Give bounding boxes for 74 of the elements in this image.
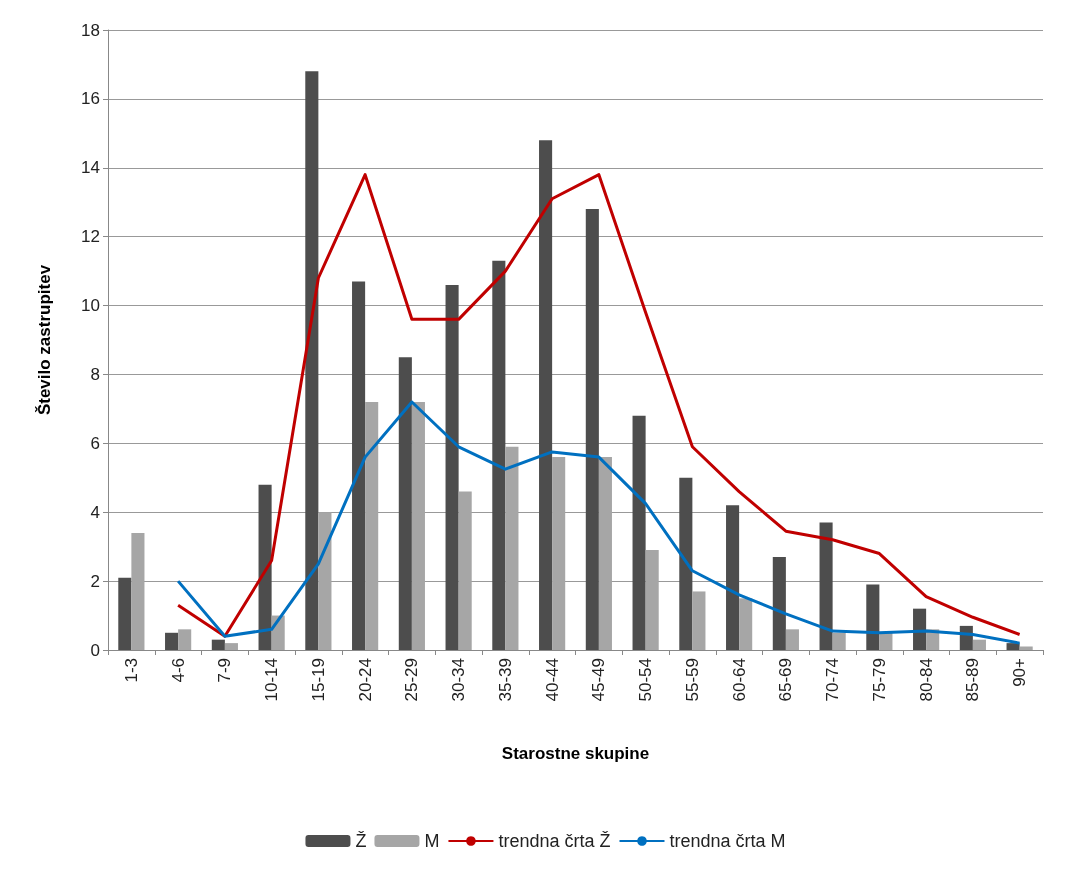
x-tick-label: 7-9 [215, 658, 235, 683]
bar [972, 639, 986, 650]
bar [352, 281, 366, 650]
y-tick-label: 16 [81, 89, 100, 109]
bar [118, 577, 132, 650]
bar [585, 209, 599, 650]
bar [224, 643, 238, 650]
y-tick-label: 4 [90, 502, 100, 522]
x-tick-label: 10-14 [262, 658, 282, 702]
bar [492, 260, 506, 650]
bar [165, 632, 179, 650]
y-tick-label: 2 [90, 571, 100, 591]
bar [305, 71, 319, 650]
legend-label: trendna črta Ž [498, 831, 611, 851]
y-tick-label: 18 [81, 20, 100, 40]
bar [832, 632, 846, 650]
bar [1006, 643, 1020, 650]
bar [458, 491, 472, 650]
line-series [176, 173, 1022, 638]
bar [632, 415, 646, 650]
bar [913, 608, 927, 650]
x-tick-label: 4-6 [168, 658, 188, 683]
bar [398, 357, 412, 650]
x-tick-label: 45-49 [589, 658, 609, 702]
x-tick-label: 70-74 [823, 658, 843, 702]
bar [552, 457, 566, 650]
legend-label: trendna črta M [669, 831, 786, 851]
x-tick-label: 25-29 [402, 658, 422, 702]
x-tick-label: 80-84 [916, 658, 936, 702]
x-tick-label: 35-39 [495, 658, 515, 702]
y-tick-label: 8 [90, 364, 100, 384]
bar [445, 284, 459, 650]
legend-label: Ž [355, 831, 367, 851]
x-tick-label: 30-34 [449, 658, 469, 702]
bar [645, 550, 659, 650]
bar [739, 598, 753, 650]
line-series [176, 400, 1022, 645]
bar [772, 557, 786, 650]
bar [411, 402, 425, 650]
bar [679, 477, 693, 650]
y-tick-label: 0 [90, 640, 100, 660]
bar [785, 629, 799, 650]
x-tick-label: 50-54 [636, 658, 656, 702]
bar [879, 632, 893, 650]
x-tick-label: 60-64 [729, 658, 749, 702]
y-tick-label: 14 [81, 158, 100, 178]
bar [178, 629, 192, 650]
x-tick-label: 1-3 [121, 658, 141, 683]
bar [365, 402, 379, 650]
bar [211, 639, 225, 650]
bar [598, 457, 612, 650]
bar [505, 446, 519, 650]
x-tick-label: 75-79 [869, 658, 889, 702]
bar [692, 591, 706, 650]
x-tick-label: 90+ [1010, 657, 1030, 687]
y-tick-label: 6 [90, 433, 100, 453]
x-tick-label: 85-89 [963, 658, 983, 702]
bar [539, 140, 553, 650]
bar [131, 532, 145, 650]
x-axis-title: Starostne skupine [501, 744, 650, 763]
x-tick-label: 40-44 [542, 658, 562, 702]
bar [318, 512, 332, 650]
x-tick-label: 15-19 [308, 658, 328, 702]
bar [866, 584, 880, 650]
bar [726, 505, 740, 650]
y-tick-label: 10 [81, 296, 100, 316]
legend-label: M [424, 831, 440, 851]
bar [819, 522, 833, 650]
bar [258, 484, 272, 650]
y-axis-title: Število zastrupitev [35, 264, 54, 416]
y-tick-label: 12 [81, 227, 100, 247]
x-tick-label: 55-59 [682, 658, 702, 702]
x-tick-label: 20-24 [355, 658, 375, 702]
x-tick-label: 65-69 [776, 658, 796, 702]
